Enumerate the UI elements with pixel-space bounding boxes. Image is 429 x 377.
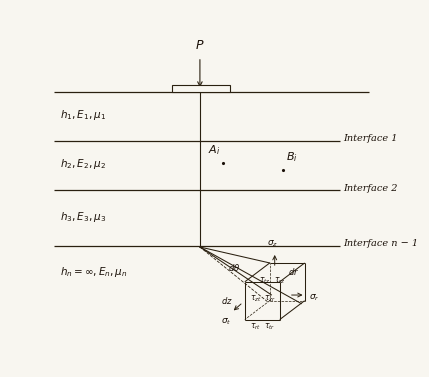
Text: $\tau_{tz}$: $\tau_{tz}$ — [260, 276, 271, 286]
Text: $d\theta$: $d\theta$ — [228, 262, 240, 273]
Text: Interface 1: Interface 1 — [343, 134, 397, 143]
Bar — [172, 85, 230, 92]
Text: $P$: $P$ — [195, 40, 205, 52]
Text: $\sigma_t$: $\sigma_t$ — [221, 317, 232, 327]
Text: $dz$: $dz$ — [221, 295, 233, 306]
Text: $\sigma_z$: $\sigma_z$ — [267, 238, 279, 248]
Text: $dr$: $dr$ — [288, 266, 299, 277]
Text: Interface n − 1: Interface n − 1 — [343, 239, 418, 248]
Text: Interface 2: Interface 2 — [343, 184, 397, 193]
Text: $A_i$: $A_i$ — [208, 143, 220, 157]
Text: $h_2, E_2, \mu_2$: $h_2, E_2, \mu_2$ — [60, 157, 106, 171]
Text: $\sigma_r$: $\sigma_r$ — [309, 292, 320, 303]
Text: $h_3, E_3, \mu_3$: $h_3, E_3, \mu_3$ — [60, 210, 106, 224]
Text: $B_i$: $B_i$ — [287, 150, 298, 164]
Text: $\tau_{zr}$: $\tau_{zr}$ — [264, 294, 275, 304]
Text: $h_n = \infty, E_n, \mu_n$: $h_n = \infty, E_n, \mu_n$ — [60, 265, 128, 279]
Text: $\tau_{rt}$: $\tau_{rt}$ — [250, 321, 261, 331]
Text: $h_1, E_1, \mu_1$: $h_1, E_1, \mu_1$ — [60, 108, 106, 122]
Text: $\tau_{rz}$: $\tau_{rz}$ — [274, 276, 286, 286]
Text: $\tau_{zt}$: $\tau_{zt}$ — [250, 294, 262, 304]
Text: $\tau_{tr}$: $\tau_{tr}$ — [264, 321, 275, 331]
